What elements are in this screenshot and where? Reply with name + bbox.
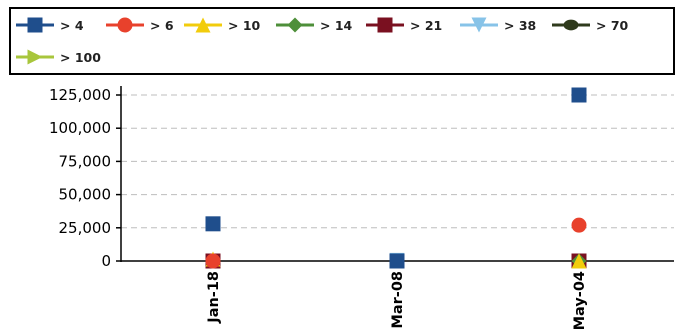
legend-item: > 14	[276, 17, 353, 33]
x-tick-label: Mar-08	[390, 271, 406, 329]
legend-marker	[563, 19, 579, 31]
legend-item: > 70	[552, 18, 629, 33]
legend-item: > 100	[16, 49, 101, 65]
y-tick-label: 75,000	[59, 152, 112, 170]
legend-item: > 6	[106, 17, 174, 33]
legend-label: > 10	[228, 18, 261, 33]
legend-item: > 4	[16, 17, 84, 33]
data-point	[571, 253, 587, 269]
data-point	[205, 216, 221, 232]
legend-marker	[27, 17, 43, 33]
legend-label: > 38	[504, 18, 536, 33]
legend-marker	[287, 17, 303, 33]
legend-marker	[117, 17, 133, 33]
legend-item: > 38	[460, 17, 536, 33]
legend-marker	[471, 17, 487, 33]
data-point	[389, 253, 405, 269]
data-point	[571, 87, 587, 103]
legend-item: > 10	[184, 17, 261, 33]
legend-label: > 14	[320, 18, 353, 33]
data-point	[571, 217, 587, 233]
legend-item: > 21	[366, 17, 442, 33]
legend-label: > 100	[60, 50, 101, 65]
legend-label: > 70	[596, 18, 629, 33]
legend-marker	[377, 17, 393, 33]
legend-marker	[27, 49, 43, 65]
y-tick-label: 0	[101, 252, 111, 270]
axes: 0 25,000 50,000 75,000 100,000 125,000 Jan-18…	[49, 86, 674, 330]
y-tick-label: 25,000	[59, 219, 112, 237]
plot-area	[205, 87, 587, 269]
x-tick-label: May-04	[572, 271, 588, 330]
legend-label: > 4	[60, 18, 84, 33]
y-tick-label: 50,000	[59, 186, 112, 204]
data-point	[205, 253, 221, 269]
y-tick-label: 100,000	[49, 119, 111, 137]
grid	[121, 94, 674, 229]
legend-marker	[195, 17, 211, 33]
legend: > 4 > 6 > 10 > 14 > 21 > 38 > 70 > 100	[9, 7, 675, 75]
legend-label: > 21	[410, 18, 442, 33]
y-tick-label: 125,000	[49, 86, 111, 104]
legend-label: > 6	[150, 18, 174, 33]
x-tick-label: Jan-18	[206, 271, 222, 324]
